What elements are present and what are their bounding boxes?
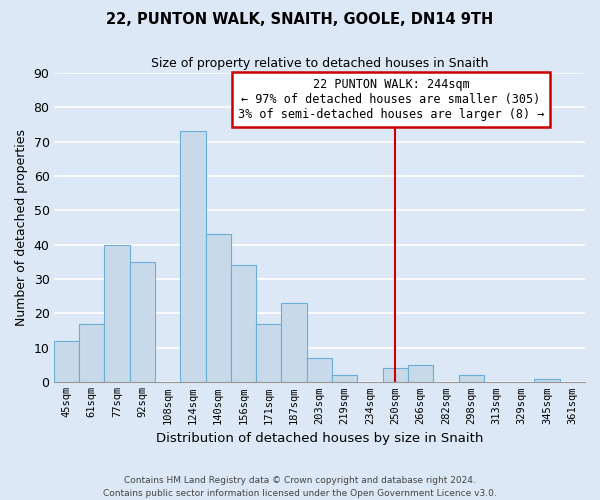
Title: Size of property relative to detached houses in Snaith: Size of property relative to detached ho… — [151, 58, 488, 70]
Bar — [458, 375, 484, 382]
Y-axis label: Number of detached properties: Number of detached properties — [15, 129, 28, 326]
Text: 22 PUNTON WALK: 244sqm
← 97% of detached houses are smaller (305)
3% of semi-det: 22 PUNTON WALK: 244sqm ← 97% of detached… — [238, 78, 544, 120]
Bar — [180, 132, 206, 382]
X-axis label: Distribution of detached houses by size in Snaith: Distribution of detached houses by size … — [155, 432, 483, 445]
Bar — [408, 365, 433, 382]
Bar — [535, 378, 560, 382]
Bar — [104, 244, 130, 382]
Bar — [231, 266, 256, 382]
Bar — [332, 375, 358, 382]
Bar — [383, 368, 408, 382]
Bar — [281, 303, 307, 382]
Text: Contains HM Land Registry data © Crown copyright and database right 2024.
Contai: Contains HM Land Registry data © Crown c… — [103, 476, 497, 498]
Bar — [307, 358, 332, 382]
Text: 22, PUNTON WALK, SNAITH, GOOLE, DN14 9TH: 22, PUNTON WALK, SNAITH, GOOLE, DN14 9TH — [106, 12, 494, 28]
Bar — [256, 324, 281, 382]
Bar — [130, 262, 155, 382]
Bar — [79, 324, 104, 382]
Bar — [54, 341, 79, 382]
Bar — [206, 234, 231, 382]
